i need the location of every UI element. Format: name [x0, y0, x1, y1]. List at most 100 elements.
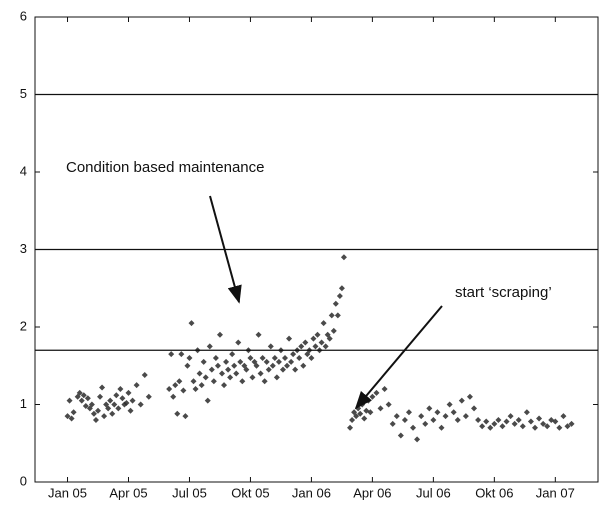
point: [462, 413, 469, 420]
point: [564, 423, 571, 430]
point: [367, 409, 374, 416]
point: [68, 415, 75, 422]
point: [133, 382, 140, 389]
point: [377, 405, 384, 412]
point: [281, 355, 288, 361]
point: [251, 358, 258, 365]
point: [320, 320, 327, 327]
point: [137, 401, 144, 408]
point: [204, 397, 211, 404]
point: [190, 378, 197, 385]
point: [511, 420, 518, 427]
y-tick-label: 3: [20, 241, 27, 256]
x-tick-label: Okt 06: [475, 485, 513, 500]
point: [446, 401, 453, 408]
point: [365, 397, 372, 404]
point: [145, 393, 152, 400]
point: [527, 418, 534, 425]
point: [192, 386, 199, 392]
point: [373, 389, 380, 396]
point: [495, 417, 502, 423]
point: [349, 417, 356, 423]
point: [334, 312, 341, 319]
point: [292, 366, 299, 373]
point: [515, 417, 522, 423]
annotation: start ‘scraping’: [455, 284, 552, 301]
point: [101, 413, 108, 420]
point: [381, 386, 388, 392]
point: [233, 370, 240, 377]
point: [214, 362, 221, 369]
point: [198, 382, 205, 389]
point: [430, 417, 437, 423]
point: [66, 397, 73, 404]
point: [357, 410, 364, 417]
point: [298, 343, 305, 350]
point: [200, 358, 207, 365]
point: [237, 358, 244, 365]
point: [265, 366, 272, 373]
point: [84, 395, 91, 402]
point: [115, 405, 122, 412]
annotation-arrow: [354, 305, 443, 410]
y-tick-label: 0: [20, 473, 27, 488]
point: [225, 366, 232, 373]
point: [119, 395, 126, 402]
point: [95, 407, 102, 414]
point: [401, 417, 408, 423]
point: [247, 355, 254, 361]
point: [330, 327, 337, 334]
point: [442, 413, 449, 420]
point: [80, 392, 87, 399]
point: [422, 420, 429, 427]
point: [479, 423, 486, 430]
y-tick-label: 6: [20, 8, 27, 23]
point: [206, 343, 213, 350]
point: [389, 420, 396, 427]
point: [475, 417, 482, 423]
point: [82, 403, 89, 410]
point: [269, 362, 276, 369]
point: [92, 417, 99, 423]
point: [450, 409, 457, 416]
point: [172, 382, 179, 389]
point: [397, 432, 404, 439]
point: [332, 300, 339, 307]
point: [540, 420, 547, 427]
point: [255, 331, 262, 338]
point: [393, 413, 400, 420]
point: [560, 413, 567, 420]
point: [471, 405, 478, 412]
point: [418, 413, 425, 420]
point: [434, 409, 441, 416]
point: [78, 397, 85, 404]
point: [499, 423, 506, 430]
point: [312, 343, 319, 350]
point: [141, 372, 148, 379]
y-tick-label: 1: [20, 396, 27, 411]
x-tick-label: Jan 07: [536, 485, 575, 500]
point: [296, 355, 303, 361]
point: [369, 393, 376, 400]
point: [338, 285, 345, 292]
point: [568, 420, 575, 427]
point: [111, 401, 118, 408]
point: [308, 355, 315, 361]
point: [166, 386, 173, 392]
point: [286, 335, 293, 342]
point: [438, 424, 445, 431]
point: [178, 351, 185, 358]
point: [536, 415, 543, 422]
point: [235, 339, 242, 346]
y-tick-label: 2: [20, 318, 27, 333]
point: [531, 424, 538, 431]
point: [361, 415, 368, 422]
point: [302, 339, 309, 346]
point: [556, 424, 563, 431]
point: [288, 358, 295, 365]
x-tick-label: Jul 05: [172, 485, 207, 500]
point: [405, 409, 412, 416]
annotation: Condition based maintenance: [66, 159, 264, 176]
point: [76, 389, 83, 396]
